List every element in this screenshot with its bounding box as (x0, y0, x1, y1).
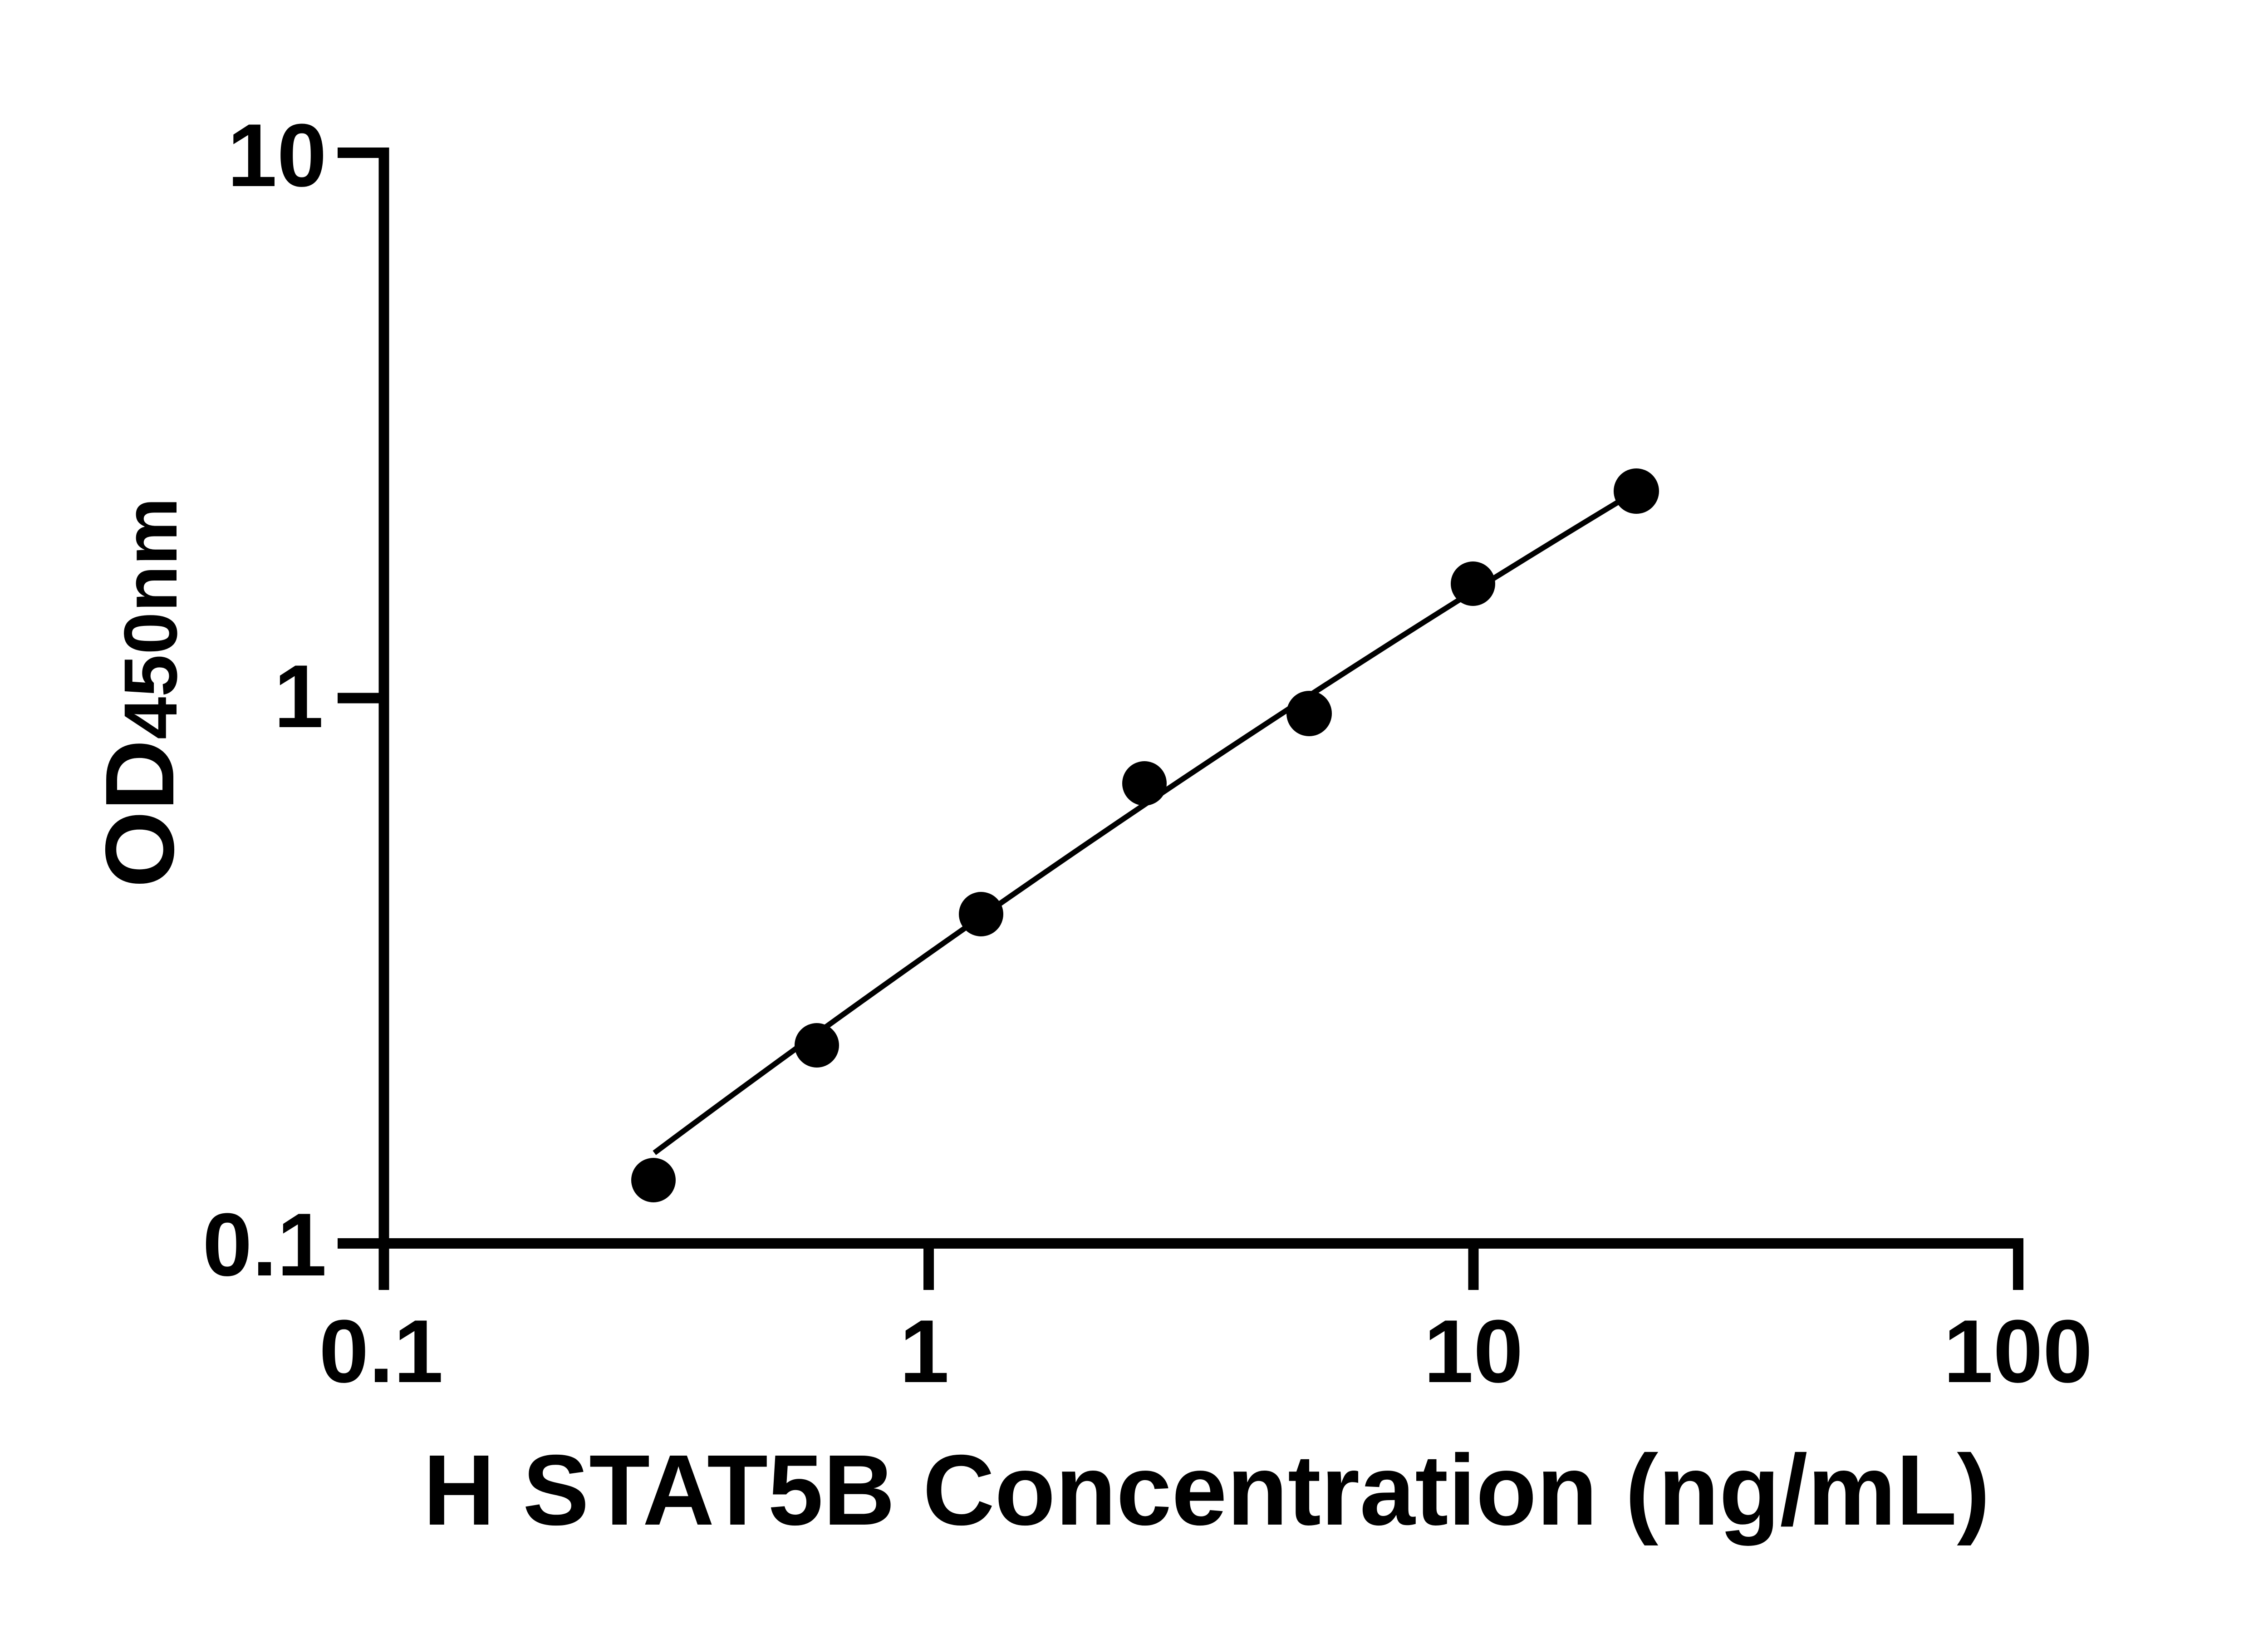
svg-text:0.1: 0.1 (202, 1195, 327, 1294)
svg-text:100: 100 (1944, 1301, 2093, 1401)
svg-text:10: 10 (1424, 1301, 1523, 1401)
svg-text:10: 10 (227, 105, 327, 205)
svg-text:1: 1 (274, 646, 324, 746)
svg-text:1: 1 (899, 1301, 949, 1401)
svg-text:H STAT5B Concentration (ng/mL): H STAT5B Concentration (ng/mL) (423, 1434, 1990, 1546)
svg-text:0.1: 0.1 (319, 1301, 443, 1401)
